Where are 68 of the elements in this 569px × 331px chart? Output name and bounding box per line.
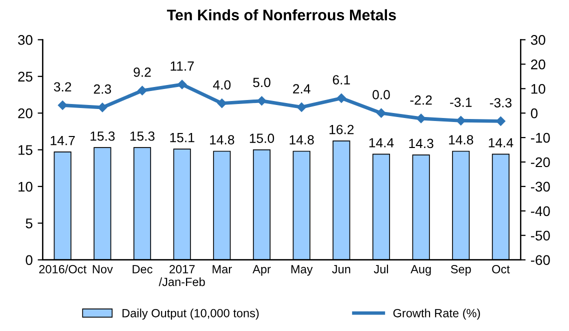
x-tick-label: 2016/Oct bbox=[39, 264, 86, 274]
data-label: 15.0 bbox=[250, 134, 274, 144]
data-label: 2.4 bbox=[293, 84, 310, 94]
data-label: 14.4 bbox=[488, 138, 514, 148]
y2-tick-label: 10 bbox=[531, 84, 546, 94]
y-tick-label: 30 bbox=[18, 35, 32, 45]
legend-label: Growth Rate (%) bbox=[393, 308, 480, 320]
point bbox=[138, 86, 147, 96]
point bbox=[177, 80, 187, 90]
data-label: 14.8 bbox=[290, 135, 314, 144]
point bbox=[336, 94, 346, 103]
y-tick-label: 0 bbox=[26, 255, 32, 266]
point bbox=[58, 100, 68, 110]
data-label: 0.0 bbox=[372, 90, 390, 100]
x-tick-label: Sep bbox=[450, 265, 471, 276]
y2-tick-label: -60 bbox=[530, 255, 550, 266]
y2-tick-label: -40 bbox=[530, 206, 550, 216]
data-label: 14.7 bbox=[50, 136, 75, 146]
x-tick-label: Jul bbox=[374, 264, 388, 274]
data-label: 14.8 bbox=[210, 135, 234, 144]
y-tick-label: 5 bbox=[26, 218, 32, 228]
data-label: 3.2 bbox=[54, 82, 72, 92]
y-tick-label: 20 bbox=[18, 108, 32, 118]
point bbox=[376, 108, 386, 118]
y2-tick-label: 20 bbox=[531, 60, 546, 70]
point bbox=[98, 102, 108, 112]
y2-tick-label: -10 bbox=[530, 132, 550, 143]
data-label: 15.1 bbox=[170, 133, 194, 142]
data-label: -3.3 bbox=[490, 98, 512, 108]
x-tick-label: Oct bbox=[492, 265, 510, 274]
x-tick-label: 2017 /Jan-Feb bbox=[158, 265, 205, 286]
data-label: 14.8 bbox=[449, 135, 474, 144]
data-label: 4.0 bbox=[213, 80, 231, 90]
x-tick-label: Jun bbox=[332, 265, 350, 274]
x-tick-label: Aug bbox=[410, 265, 431, 276]
data-label: 11.7 bbox=[170, 62, 194, 71]
x-tick-label: May bbox=[291, 265, 313, 276]
point bbox=[416, 114, 426, 124]
data-label: 5.0 bbox=[253, 78, 270, 88]
x-tick-label: Mar bbox=[212, 265, 232, 274]
y-tick-label: 10 bbox=[18, 182, 32, 192]
y2-tick-label: 30 bbox=[530, 35, 546, 45]
y2-tick-label: -50 bbox=[530, 230, 550, 241]
y2-tick-label: -30 bbox=[530, 182, 550, 192]
point bbox=[296, 102, 306, 112]
y-tick-label: 15 bbox=[18, 145, 32, 155]
data-label: 16.2 bbox=[330, 124, 354, 134]
data-label: -3.1 bbox=[450, 98, 472, 107]
y2-tick-label: 0 bbox=[530, 108, 538, 118]
point bbox=[217, 98, 227, 108]
data-label: 15.3 bbox=[130, 131, 155, 141]
x-tick-label: Nov bbox=[92, 265, 113, 274]
y-tick-label: 25 bbox=[18, 72, 32, 82]
data-label: 15.3 bbox=[90, 131, 115, 141]
point bbox=[456, 116, 466, 126]
data-label: 6.1 bbox=[332, 75, 350, 84]
chart-title: Ten Kinds of Nonferrous Metals bbox=[166, 9, 396, 20]
point bbox=[257, 96, 266, 106]
data-label: 14.3 bbox=[409, 138, 434, 148]
x-tick-label: Apr bbox=[252, 265, 271, 276]
y2-tick-label: -20 bbox=[530, 157, 550, 168]
data-label: 9.2 bbox=[134, 68, 151, 77]
x-tick-label: Dec bbox=[132, 265, 152, 274]
point bbox=[496, 116, 506, 126]
legend-label: Daily Output (10,000 tons) bbox=[122, 308, 259, 320]
data-label: 14.4 bbox=[369, 138, 394, 148]
data-label: 2.3 bbox=[94, 84, 112, 94]
data-label: -2.2 bbox=[410, 95, 432, 105]
